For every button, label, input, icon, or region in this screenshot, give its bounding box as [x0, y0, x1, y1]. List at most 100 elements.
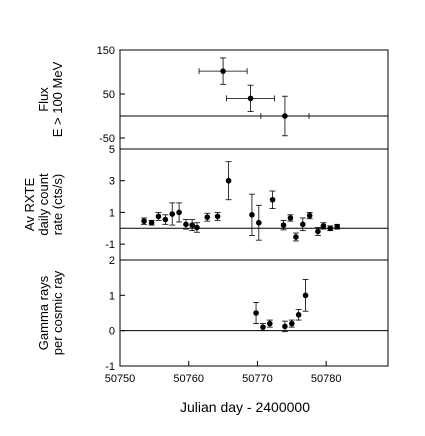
data-point [280, 219, 287, 231]
data-point [255, 204, 262, 241]
data-point [260, 95, 310, 137]
data-point [198, 57, 248, 85]
data-point [204, 212, 211, 222]
marker [282, 113, 288, 119]
panel-frame [119, 259, 389, 367]
panel-frame [119, 148, 389, 261]
x-axis-label: Julian day - 2400000 [180, 399, 310, 415]
data-point [281, 320, 288, 333]
y-tick-label: 1 [109, 207, 115, 219]
y-axis-label: daily count [36, 173, 51, 236]
marker [189, 222, 195, 228]
marker [282, 323, 288, 330]
panel-flux: 150 50 -50 Flux E > 100 MeV [36, 45, 389, 150]
marker [225, 177, 232, 184]
marker [169, 211, 176, 217]
y-tick-label: -1 [105, 239, 115, 251]
marker [220, 68, 226, 74]
data-point [253, 301, 260, 325]
x-tick-label: 50760 [173, 373, 204, 385]
marker [176, 209, 182, 216]
y-axis-label: per cosmic ray [50, 270, 65, 355]
data-point [306, 212, 313, 220]
panel-frame [119, 49, 389, 150]
marker [320, 223, 327, 229]
data-point [155, 212, 162, 221]
data-point [292, 232, 299, 242]
data-point [248, 193, 255, 236]
y-tick-label: 2 [109, 255, 115, 267]
marker [162, 216, 169, 223]
data-point [226, 84, 276, 112]
y-tick-label: -1 [105, 361, 115, 373]
data-point [320, 222, 327, 230]
marker [148, 219, 155, 226]
marker [269, 196, 276, 203]
marker [256, 219, 262, 226]
y-tick-label: 0 [109, 326, 115, 338]
y-tick-label: 50 [103, 89, 115, 101]
data-point [141, 217, 148, 225]
marker [287, 215, 294, 221]
data-point [287, 214, 294, 222]
panels: 150 50 -50 Flux E > 100 MeV 5 3 1 -1 Av RXTE daily… [22, 45, 389, 373]
data-point [288, 319, 295, 328]
y-tick-label: -50 [99, 133, 115, 145]
marker [295, 311, 302, 318]
y-tick-label: 150 [97, 45, 115, 57]
data-point [259, 323, 266, 332]
marker [253, 310, 259, 316]
y-axis-label: Av RXTE [22, 178, 37, 232]
marker [302, 292, 309, 299]
data-point [334, 223, 341, 230]
data-point [299, 217, 306, 232]
x-tick-label: 50780 [311, 373, 342, 385]
data-point [148, 219, 155, 226]
marker [155, 213, 162, 220]
data-point [169, 202, 176, 226]
y-axis-label: Flux [36, 87, 51, 112]
data-point [214, 212, 221, 221]
data-point [182, 219, 189, 230]
marker [249, 212, 255, 218]
data-point [302, 279, 309, 312]
x-tick-label: 50770 [242, 373, 273, 385]
y-axis-label: rate (cts/s) [50, 174, 65, 235]
marker [293, 234, 299, 240]
data-point [269, 190, 276, 209]
marker [204, 214, 211, 220]
data-point [266, 319, 273, 328]
data-point [327, 225, 334, 232]
marker [315, 228, 321, 235]
y-tick-label: 3 [109, 176, 115, 188]
marker [299, 221, 306, 228]
data-point [162, 214, 169, 225]
marker [194, 224, 200, 231]
marker [334, 223, 340, 230]
data-point [176, 202, 183, 223]
x-axis: 50750 50760 50770 50780 [105, 361, 342, 385]
y-axis-label: E > 100 MeV [50, 61, 65, 137]
data-point [314, 227, 321, 236]
marker [288, 320, 295, 327]
marker [141, 218, 147, 224]
y-tick-label: 5 [109, 144, 115, 156]
marker [183, 221, 189, 228]
data-point [295, 309, 302, 321]
marker [267, 320, 273, 327]
data-point [193, 222, 200, 233]
y-axis-label: Gamma rays [36, 275, 51, 350]
panel-gamma: 2 1 0 -1 Gamma rays per cosmic ray [36, 255, 389, 373]
x-tick-label: 50750 [105, 373, 136, 385]
marker [280, 222, 287, 228]
marker [306, 212, 313, 219]
marker [260, 324, 266, 330]
data-point [189, 219, 196, 232]
y-tick-label: 1 [109, 290, 115, 302]
marker [214, 213, 221, 220]
marker [247, 95, 254, 102]
data-point [225, 161, 232, 201]
panel-rxte: 5 3 1 -1 Av RXTE daily count rate (cts/s) [22, 144, 389, 261]
marker [327, 225, 334, 232]
